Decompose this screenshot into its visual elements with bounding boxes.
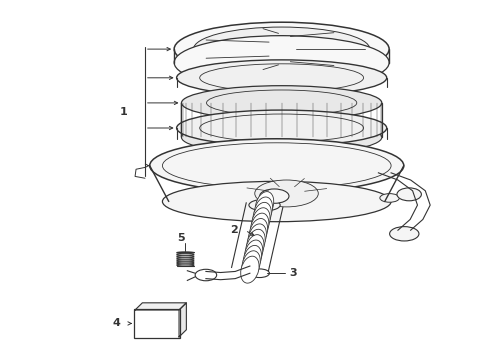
Ellipse shape bbox=[249, 199, 280, 211]
Ellipse shape bbox=[250, 269, 270, 278]
Polygon shape bbox=[179, 303, 186, 337]
Ellipse shape bbox=[181, 86, 382, 120]
Ellipse shape bbox=[200, 114, 364, 142]
Text: 3: 3 bbox=[289, 268, 296, 278]
Ellipse shape bbox=[245, 240, 263, 267]
Ellipse shape bbox=[260, 189, 289, 203]
Ellipse shape bbox=[255, 180, 318, 207]
Ellipse shape bbox=[176, 256, 194, 258]
Ellipse shape bbox=[206, 90, 357, 116]
Ellipse shape bbox=[250, 213, 269, 240]
Ellipse shape bbox=[390, 226, 419, 241]
Ellipse shape bbox=[176, 264, 194, 266]
Text: 2: 2 bbox=[230, 225, 238, 235]
Ellipse shape bbox=[162, 143, 391, 189]
FancyBboxPatch shape bbox=[134, 309, 180, 338]
Text: 4: 4 bbox=[113, 319, 121, 328]
Ellipse shape bbox=[249, 219, 268, 246]
Ellipse shape bbox=[194, 27, 370, 71]
Ellipse shape bbox=[162, 181, 391, 222]
Ellipse shape bbox=[150, 139, 404, 193]
Ellipse shape bbox=[397, 188, 421, 201]
Ellipse shape bbox=[242, 251, 260, 278]
Text: 1: 1 bbox=[120, 107, 128, 117]
Ellipse shape bbox=[380, 194, 399, 202]
Ellipse shape bbox=[255, 192, 274, 219]
Ellipse shape bbox=[181, 120, 382, 154]
Ellipse shape bbox=[174, 36, 389, 89]
Ellipse shape bbox=[176, 110, 387, 146]
Ellipse shape bbox=[176, 262, 194, 264]
Ellipse shape bbox=[200, 64, 364, 92]
Ellipse shape bbox=[269, 36, 294, 63]
Ellipse shape bbox=[176, 252, 194, 254]
Text: 5: 5 bbox=[178, 233, 185, 243]
Ellipse shape bbox=[176, 60, 387, 96]
Ellipse shape bbox=[252, 208, 270, 235]
Ellipse shape bbox=[241, 256, 259, 283]
Ellipse shape bbox=[176, 258, 194, 260]
Ellipse shape bbox=[195, 269, 217, 281]
Ellipse shape bbox=[176, 260, 194, 262]
Ellipse shape bbox=[245, 235, 264, 262]
Ellipse shape bbox=[176, 254, 194, 256]
Ellipse shape bbox=[248, 224, 267, 251]
Ellipse shape bbox=[174, 22, 389, 76]
Ellipse shape bbox=[243, 246, 262, 273]
Ellipse shape bbox=[247, 229, 265, 256]
Ellipse shape bbox=[253, 202, 271, 229]
Ellipse shape bbox=[254, 197, 272, 224]
Polygon shape bbox=[135, 303, 186, 310]
